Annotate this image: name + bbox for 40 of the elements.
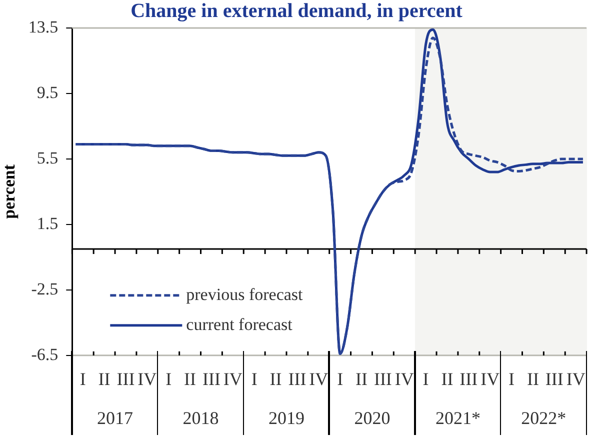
- x-tick-label: I: [422, 368, 429, 389]
- x-tick-label: I: [337, 368, 344, 389]
- y-tick-label: -2.5: [31, 279, 58, 298]
- y-tick-label: 9.5: [36, 82, 58, 102]
- text: 2018: [182, 408, 219, 428]
- legend-label: previous forecast: [186, 284, 304, 304]
- text: 2019: [268, 408, 304, 428]
- x-tick-label: II: [355, 368, 368, 389]
- x-tick-label: I: [166, 368, 172, 389]
- x-tick-label: III: [116, 368, 135, 389]
- x-tick-label: III: [288, 368, 306, 389]
- y-axis-title: percent: [0, 164, 19, 219]
- x-tick-label: IV: [138, 368, 157, 389]
- x-tick-label: IV: [223, 368, 242, 389]
- text: 2020: [354, 408, 390, 428]
- x-tick-label: III: [374, 368, 392, 389]
- x-tick-label: IV: [480, 368, 500, 389]
- text: 2021*: [435, 408, 480, 428]
- x-tick-label: IV: [309, 368, 328, 389]
- y-tick-label: -6.5: [31, 344, 58, 364]
- x-tick-label: III: [545, 368, 564, 389]
- x-tick-label: II: [270, 368, 282, 389]
- y-tick-label: 1.5: [36, 214, 58, 233]
- x-tick-label: I: [508, 368, 515, 389]
- y-tick-label: 5.5: [36, 148, 58, 168]
- legend-label: current forecast: [186, 314, 293, 334]
- x-tick-label: II: [184, 368, 196, 389]
- x-tick-label: I: [251, 368, 258, 389]
- y-tick-label: 13.5: [28, 17, 58, 36]
- x-tick-label: III: [460, 368, 478, 389]
- x-tick-label: IV: [566, 368, 586, 389]
- x-tick-label: I: [80, 368, 86, 389]
- x-tick-label: II: [526, 368, 539, 389]
- text: 2022*: [521, 408, 566, 428]
- x-tick-label: III: [202, 368, 220, 389]
- text: 2017: [97, 408, 134, 428]
- x-tick-label: II: [441, 368, 454, 389]
- x-tick-label: IV: [394, 368, 414, 389]
- x-tick-label: II: [98, 368, 110, 389]
- chart-title: Change in external demand, in percent: [130, 0, 463, 22]
